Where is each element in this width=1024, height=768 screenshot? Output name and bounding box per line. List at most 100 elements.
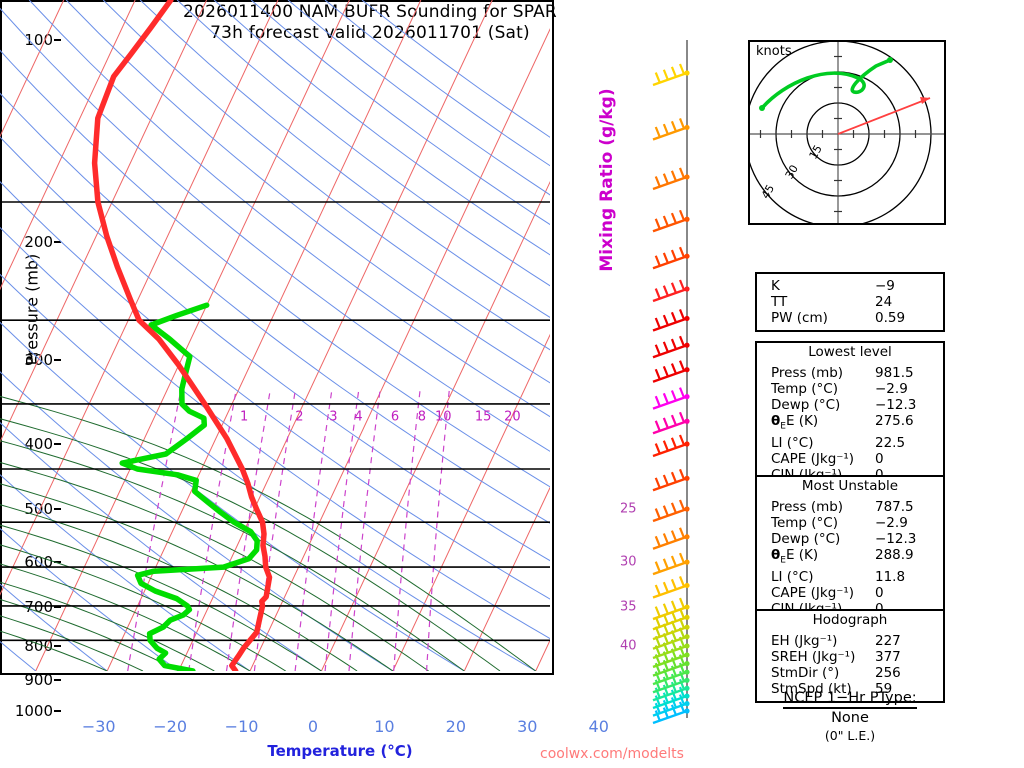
- temperature-tick-label: −20: [153, 717, 188, 736]
- pressure-tick: [54, 561, 61, 564]
- row-key: θEE (K): [771, 413, 819, 432]
- skewt-logp-plot: [0, 0, 554, 675]
- pressure-tick: [54, 679, 61, 682]
- row-key: StmDir (°): [771, 665, 840, 681]
- wind-barb: [652, 167, 690, 191]
- row-key: SREH (Jkg⁻¹): [771, 649, 856, 665]
- row-value: 0: [875, 467, 943, 483]
- mixing-ratio-lines: [127, 388, 450, 671]
- hodograph-stats-table: Hodograph EH (Jkg⁻¹) 227 SREH (Jkg⁻¹) 377 St…: [755, 609, 945, 703]
- wind-barb: [652, 387, 690, 410]
- row-key: EH (Jkg⁻¹): [771, 633, 838, 649]
- row-key: Press (mb): [771, 499, 844, 515]
- wind-barb: [652, 678, 690, 702]
- row-key: LI (°C): [771, 434, 814, 451]
- pressure-tick: [54, 508, 61, 510]
- pressure-tick: [54, 39, 61, 41]
- lowest-level-table: Lowest level Press (mb) 981.5 Temp (°C) −2.…: [755, 341, 945, 489]
- lowest-level-row: LI (°C) 22.5: [757, 435, 943, 451]
- title-line-1: 2026011400 NAM BUFR Sounding for SPAR: [183, 2, 557, 22]
- pressure-tick-label: 400: [24, 434, 53, 453]
- mixing-ratio-axis-tick: 40: [620, 638, 637, 654]
- temperature-tick-label: 40: [588, 717, 609, 736]
- temperature-tick-label: 10: [374, 717, 395, 736]
- hodograph-stats-row: StmSpd (kt) 59: [757, 681, 943, 697]
- row-value: 22.5: [875, 434, 906, 451]
- most-unstable-row: Press (mb) 787.5: [757, 499, 943, 515]
- row-value: −2.9: [875, 515, 908, 531]
- wind-barb: [652, 468, 690, 492]
- temperature-profile: [91, 0, 273, 671]
- hodograph-ring-label: 15: [807, 143, 825, 162]
- ptype-value: None: [831, 710, 869, 726]
- wind-barb: [652, 434, 690, 458]
- row-value: −2.9: [875, 381, 908, 397]
- wind-barb-column: [640, 40, 730, 740]
- row-key: Press (mb): [771, 365, 844, 381]
- row-value: −12.3: [875, 531, 917, 547]
- lowest-level-row: Temp (°C) −2.9: [757, 381, 943, 397]
- row-value: 11.8: [875, 568, 906, 585]
- row-key: StmSpd (kt): [771, 681, 852, 697]
- hodograph-ring-label: 45: [759, 182, 777, 201]
- wind-barb: [652, 360, 690, 383]
- wind-barb: [652, 527, 690, 550]
- mixing-ratio-axis-tick: 30: [620, 554, 637, 570]
- lowest-level-row: Press (mb) 981.5: [757, 365, 943, 381]
- wind-barb: [652, 701, 690, 725]
- row-value: −12.3: [875, 397, 917, 413]
- row-value: 275.6: [875, 413, 914, 429]
- row-key: K: [771, 278, 780, 294]
- row-value: 0.59: [875, 310, 906, 326]
- moist-adiabat-lines: [0, 395, 536, 671]
- most-unstable-row: LI (°C) 11.8: [757, 569, 943, 585]
- wind-barb: [652, 636, 690, 660]
- hodograph-stats-row: SREH (Jkg⁻¹) 377: [757, 649, 943, 665]
- ptype-panel: NCEP 1−Hr PType: None (0" L.E.): [755, 690, 945, 743]
- pressure-tick-label: 100: [24, 31, 53, 49]
- row-value: 0: [875, 584, 884, 601]
- most-unstable-row: θEE (K) 288.9: [757, 547, 943, 569]
- wind-barb: [652, 552, 690, 576]
- row-key: CAPE (Jkg⁻¹): [771, 584, 855, 601]
- lowest-level-row: θEE (K) 275.6: [757, 413, 943, 435]
- stability-indices-table: K −9 TT 24 PW (cm) 0.59: [755, 272, 945, 332]
- row-value: 24: [875, 294, 893, 310]
- row-key: TT: [771, 294, 788, 310]
- lowest-level-header: Lowest level: [808, 344, 892, 360]
- pressure-tick-label: 700: [24, 598, 53, 617]
- mixing-ratio-axis-tick: 35: [620, 599, 637, 615]
- ptype-liquid-equivalent: (0" L.E.): [824, 728, 876, 743]
- temperature-tick-label: 20: [445, 717, 467, 736]
- row-value: 0: [875, 601, 943, 617]
- wind-barb-canvas: [652, 40, 690, 725]
- pressure-tick-label: 1000: [14, 702, 53, 720]
- wind-barb: [652, 209, 690, 233]
- wind-barb: [652, 411, 690, 435]
- wind-barb: [652, 118, 690, 141]
- wind-barb: [652, 499, 690, 523]
- most-unstable-row: CAPE (Jkg⁻¹) 0: [757, 585, 943, 601]
- wind-barb: [652, 63, 690, 87]
- row-key: LI (°C): [771, 568, 814, 585]
- isobar-lines: [0, 201, 550, 642]
- most-unstable-row: Dewp (°C) −12.3: [757, 531, 943, 547]
- wind-barb: [652, 576, 690, 599]
- wind-barb: [652, 686, 690, 710]
- temperature-tick-label: −30: [81, 717, 116, 736]
- row-value: 787.5: [875, 499, 914, 515]
- wind-barb: [652, 597, 690, 621]
- row-value: 377: [875, 649, 901, 665]
- row-value: 981.5: [875, 365, 914, 381]
- pressure-tick: [54, 606, 61, 609]
- pressure-tick: [54, 442, 61, 445]
- row-key: CAPE (Jkg⁻¹): [771, 450, 855, 467]
- wind-barb: [652, 309, 690, 332]
- hodograph-units-label: knots: [756, 44, 792, 59]
- wind-barb: [652, 335, 690, 359]
- row-value: 256: [875, 665, 901, 681]
- skewt-canvas: [0, 0, 550, 671]
- row-key: Dewp (°C): [771, 397, 841, 413]
- row-value: 0: [875, 450, 884, 467]
- indices-row: K −9: [757, 278, 943, 294]
